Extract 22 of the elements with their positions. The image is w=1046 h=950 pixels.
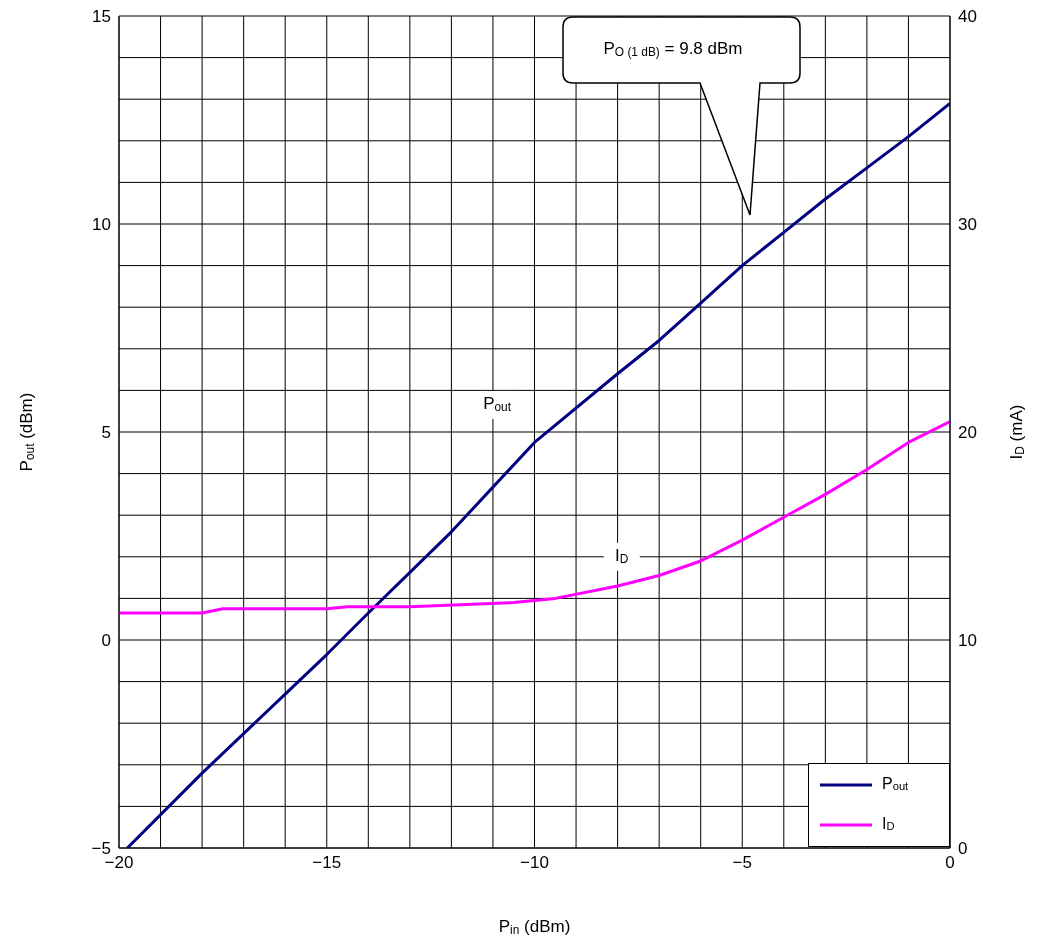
y-tick-label: 0 [101,631,111,651]
x-tick-label: −5 [732,853,752,873]
y2-tick-label: 10 [958,631,977,651]
annotation: P$_{O (1 dB)}$ = 9.8 dBm [603,39,743,59]
line-series [125,101,950,848]
legend-label: P$_{out}$ [882,775,910,793]
y-tick-label: 15 [92,7,111,27]
x-tick-label: −15 [312,853,342,873]
annotation: I$_{D}$ [615,546,629,566]
y-tick-label: 5 [101,423,111,443]
y-tick-label: 10 [92,215,111,235]
y2-tick-label: 20 [958,423,977,443]
y2-tick-label: 30 [958,215,977,235]
legend-label: I$_{D}$ [882,815,895,833]
speech-bubble: P$_{O (1 dB)}$ = 9.8 dBm [562,16,801,216]
x-tick-label: −10 [520,853,549,873]
x-axis-title: P$_{in}$ (dBm) [498,917,571,937]
x-tick-label: 0 [945,853,955,873]
y2-tick-label: 40 [958,7,977,27]
line-series [119,420,950,615]
annotation: P$_{out}$ [483,394,512,414]
y2-tick-label: 0 [958,839,968,859]
